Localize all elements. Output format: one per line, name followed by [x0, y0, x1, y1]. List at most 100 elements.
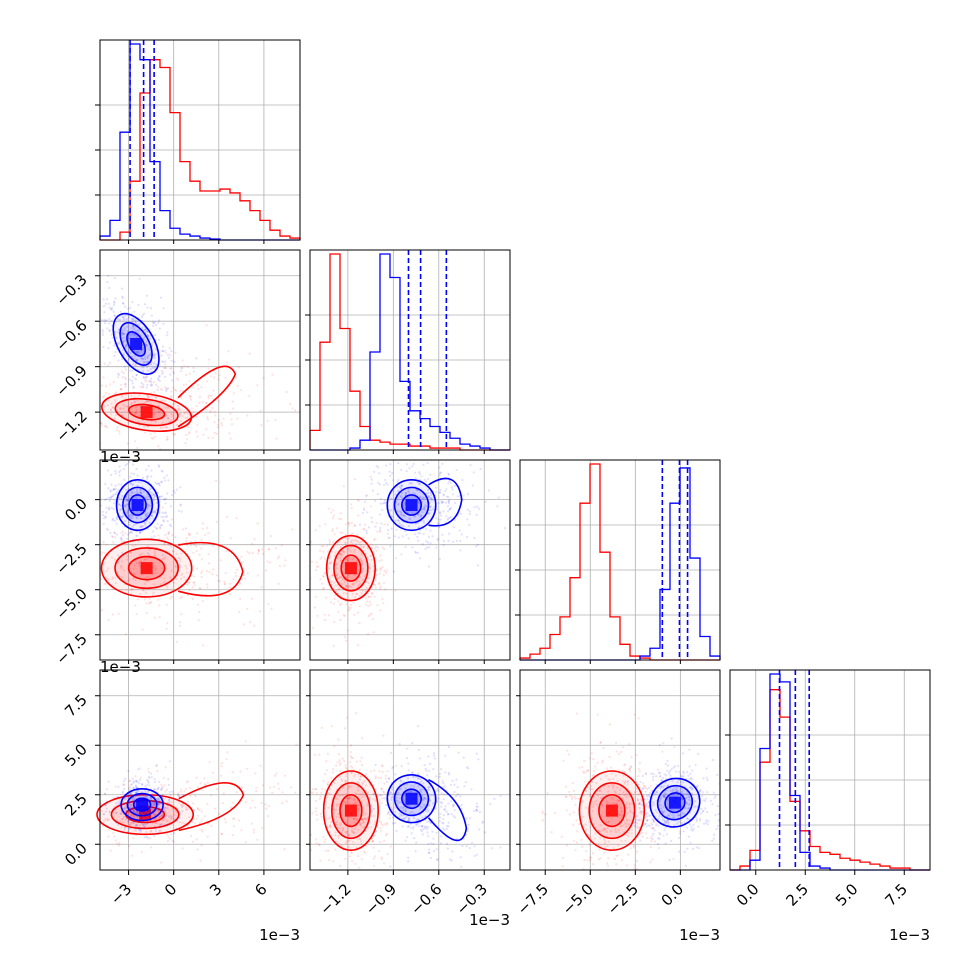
sample-point	[129, 793, 132, 796]
sample-point	[143, 431, 146, 434]
sample-point	[127, 819, 130, 822]
sample-point	[152, 413, 155, 416]
sample-point	[358, 622, 361, 625]
sample-point	[586, 769, 590, 772]
sample-point	[167, 417, 170, 420]
sample-point	[88, 809, 90, 811]
sample-point	[616, 854, 619, 857]
sample-point	[114, 399, 117, 402]
sample-point	[117, 372, 120, 375]
sample-point	[232, 577, 235, 581]
sample-point	[138, 829, 141, 832]
sample-point	[405, 815, 408, 818]
sample-point	[169, 597, 172, 600]
sample-point	[117, 503, 120, 506]
sample-point	[664, 842, 667, 845]
sample-point	[391, 816, 395, 819]
sample-point	[135, 410, 138, 413]
sample-point	[157, 378, 160, 381]
sample-point	[365, 597, 368, 600]
sample-point	[138, 531, 141, 534]
sample-point	[101, 319, 104, 322]
sample-point	[110, 413, 113, 416]
sample-point	[142, 347, 145, 350]
sample-point	[123, 807, 126, 810]
sample-point	[207, 397, 210, 400]
sample-point	[412, 827, 415, 830]
sample-point	[470, 841, 474, 844]
sample-point	[145, 823, 148, 826]
sample-point	[149, 837, 152, 840]
sample-point	[103, 311, 106, 314]
sample-point	[439, 842, 443, 845]
sample-point	[165, 426, 168, 429]
sample-point	[103, 319, 106, 322]
sample-point	[355, 592, 358, 595]
sample-point	[315, 792, 318, 795]
sample-point	[419, 757, 422, 760]
sample-point	[320, 556, 323, 559]
sample-point	[345, 584, 348, 587]
sample-point	[665, 774, 668, 777]
sample-point	[154, 420, 157, 424]
sample-point	[393, 535, 397, 538]
sample-point	[425, 480, 428, 483]
sample-point	[335, 805, 338, 808]
sample-point	[188, 372, 191, 375]
sample-point	[348, 797, 351, 800]
sample-point	[353, 817, 356, 821]
sample-point	[347, 846, 350, 849]
sample-point	[185, 433, 188, 437]
sample-point	[374, 586, 377, 589]
sample-point	[625, 825, 628, 829]
sample-point	[152, 354, 155, 357]
sample-point	[168, 799, 171, 802]
sample-point	[134, 320, 137, 323]
sample-point	[628, 832, 631, 835]
sample-point	[88, 865, 90, 867]
sample-point	[166, 406, 170, 409]
sample-point	[462, 756, 465, 759]
sample-point	[489, 802, 492, 806]
sample-point	[117, 561, 120, 564]
sample-point	[451, 804, 455, 807]
sample-point	[142, 337, 145, 340]
sample-point	[410, 482, 414, 485]
sample-point	[600, 797, 603, 800]
sample-point	[327, 614, 330, 617]
sample-point	[566, 749, 569, 752]
sample-point	[328, 859, 331, 862]
sample-point	[337, 738, 340, 741]
sample-point	[119, 504, 123, 508]
sample-point	[606, 821, 610, 824]
sample-point	[349, 855, 352, 858]
pair-panel-3-2	[520, 670, 720, 870]
sample-point	[98, 574, 100, 576]
sample-point	[346, 821, 349, 824]
sample-point	[145, 360, 148, 364]
sample-point	[163, 577, 166, 580]
sample-point	[140, 326, 144, 329]
sample-point	[101, 609, 104, 612]
sample-point	[465, 766, 469, 769]
sample-point	[122, 514, 125, 517]
sample-point	[69, 819, 71, 821]
sample-point	[163, 824, 166, 827]
sample-point	[646, 798, 649, 801]
sample-point	[195, 430, 198, 433]
sample-point	[173, 432, 177, 435]
sample-point	[374, 499, 377, 502]
sample-point	[122, 332, 125, 335]
sample-point	[417, 725, 420, 728]
sample-point	[132, 483, 135, 486]
sample-point	[89, 350, 91, 352]
sample-point	[135, 561, 138, 565]
sample-point	[372, 807, 375, 811]
sample-point	[160, 823, 163, 826]
sample-point	[129, 369, 132, 372]
sample-point	[646, 819, 649, 822]
sample-point	[332, 768, 335, 771]
sample-point	[141, 476, 144, 480]
sample-point	[134, 780, 138, 783]
sample-point	[209, 409, 212, 412]
